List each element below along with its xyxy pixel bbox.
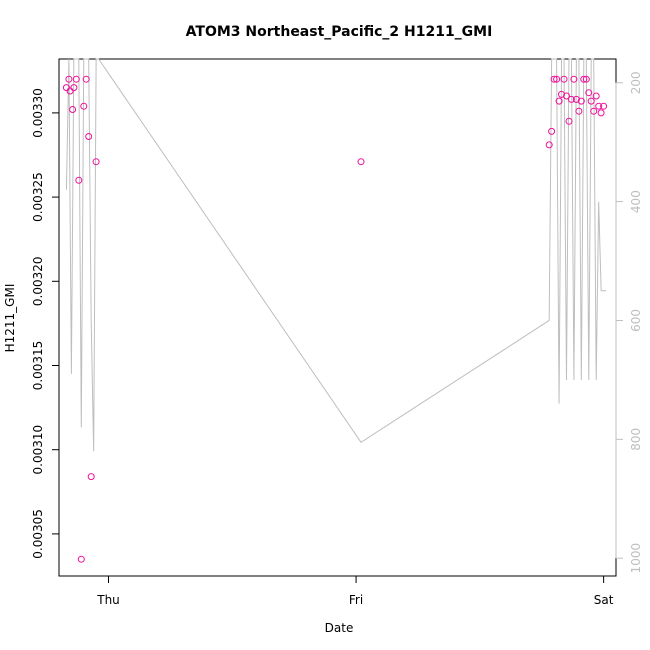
data-point — [545, 141, 553, 149]
y-axis-right: 200 400 600 800 1000 — [615, 71, 643, 574]
y-tick-label: 0.00320 — [31, 256, 45, 306]
data-point — [575, 107, 583, 115]
data-point — [587, 97, 595, 105]
data-point — [592, 92, 600, 100]
data-point — [570, 75, 578, 83]
data-point — [80, 102, 88, 110]
data-point — [563, 92, 570, 100]
data-point — [560, 75, 568, 83]
data-point — [572, 95, 580, 103]
x-tick-label: Fri — [349, 593, 363, 607]
series-line — [65, 58, 607, 452]
data-point — [555, 97, 563, 105]
right-y-tick-label: 600 — [629, 309, 643, 332]
y-tick-label: 0.00325 — [31, 172, 45, 222]
x-axis: Thu Fri Sat — [96, 576, 614, 607]
chart-title: ATOM3 Northeast_Pacific_2 H1211_GMI — [186, 24, 493, 40]
right-y-tick-label: 1000 — [629, 543, 643, 574]
y-axis-left: 0.00305 0.00310 0.00315 0.00320 0.00325 0.003… — [31, 88, 59, 559]
data-point — [72, 75, 80, 83]
data-point — [567, 95, 575, 103]
data-point — [577, 97, 585, 105]
data-point — [69, 106, 77, 113]
x-axis-label: Date — [325, 621, 354, 635]
plot-frame — [58, 58, 617, 577]
data-point — [548, 127, 556, 135]
y-axis-label: H1211_GMI — [3, 284, 17, 353]
data-point — [600, 102, 608, 110]
line-series — [65, 58, 607, 452]
point-series — [62, 75, 608, 563]
x-tick-label: Sat — [594, 593, 614, 607]
data-point — [92, 158, 100, 166]
data-point — [70, 84, 78, 92]
x-tick-label: Thu — [96, 593, 120, 607]
data-point — [595, 102, 603, 110]
y-tick-label: 0.00310 — [31, 425, 45, 475]
data-point — [565, 117, 573, 125]
data-point — [357, 158, 365, 166]
data-point — [87, 473, 95, 481]
y-tick-label: 0.00305 — [31, 509, 45, 559]
data-point — [580, 75, 588, 83]
data-point — [582, 75, 590, 83]
data-point — [590, 107, 598, 115]
data-point — [85, 133, 93, 140]
data-point — [553, 75, 561, 83]
data-point — [550, 75, 558, 83]
data-point — [77, 555, 85, 563]
data-point — [65, 75, 73, 83]
data-point — [597, 109, 605, 117]
y-tick-label: 0.00315 — [31, 341, 45, 391]
right-y-tick-label: 400 — [629, 190, 643, 213]
data-point — [585, 89, 593, 97]
right-y-tick-label: 800 — [629, 428, 643, 451]
y-tick-label: 0.00330 — [31, 88, 45, 138]
data-point — [75, 176, 83, 184]
data-point — [558, 90, 565, 98]
data-point — [82, 75, 90, 83]
right-y-tick-label: 200 — [629, 71, 643, 94]
